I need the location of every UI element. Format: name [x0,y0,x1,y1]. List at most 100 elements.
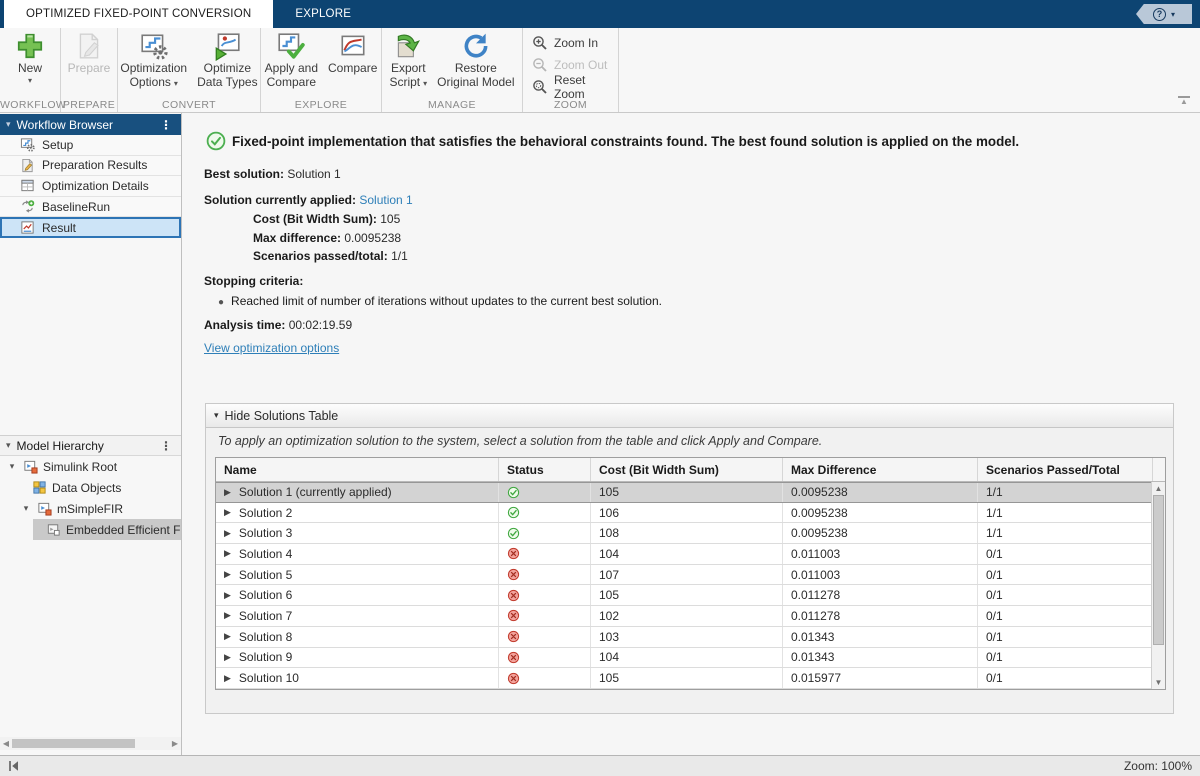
hide-solutions-table-toggle[interactable]: ▾ Hide Solutions Table [206,404,1173,428]
table-row-solution-7[interactable]: ▶Solution 71020.0112780/1 [216,606,1165,627]
zoom-out-icon [532,57,548,73]
column-header-status[interactable]: Status [499,458,591,481]
tree-node-embedded-efficient-fil[interactable]: Embedded Efficient Fil [0,519,181,540]
expander-icon[interactable]: ▾ [6,461,18,472]
node-label: Embedded Efficient Fil [66,523,181,537]
view-optimization-options-link[interactable]: View optimization options [204,341,339,355]
compare-button[interactable]: Compare [324,28,381,75]
scroll-left-icon[interactable]: ◀ [0,739,12,748]
table-vertical-scrollbar[interactable]: ▲ ▼ [1151,482,1165,689]
table-row-solution-1-currently-applied-[interactable]: ▶Solution 1 (currently applied)1050.0095… [216,482,1165,503]
kebab-menu-icon[interactable]: ⋮ [157,118,175,132]
table-row-solution-9[interactable]: ▶Solution 91040.013430/1 [216,648,1165,669]
sidebar-item-setup[interactable]: Setup [0,135,181,156]
solution-name: Solution 2 [239,506,292,520]
optimization-options-button[interactable]: OptimizationOptions▾ [116,28,191,91]
collapse-sidebar-icon[interactable] [8,760,20,772]
sidebar-horizontal-scrollbar[interactable]: ◀ ▶ [0,737,181,750]
table-row-solution-4[interactable]: ▶Solution 41040.0110030/1 [216,544,1165,565]
expander-icon[interactable]: ▶ [224,590,231,601]
solution-name: Solution 3 [239,526,292,540]
max-difference-cell: 0.0095238 [791,485,848,499]
reset-zoom-button[interactable]: Reset Zoom [526,76,615,98]
table-row-solution-10[interactable]: ▶Solution 101050.0159770/1 [216,668,1165,689]
column-header-max-difference[interactable]: Max Difference [783,458,978,481]
chevron-down-icon: ▾ [214,410,219,421]
expander-icon[interactable]: ▶ [224,631,231,642]
zoom-in-button[interactable]: Zoom In [526,32,615,54]
sidebar-item-result[interactable]: Result [0,217,181,238]
table-row-solution-3[interactable]: ▶Solution 31080.00952381/1 [216,523,1165,544]
collapse-ribbon-button[interactable]: ▲ [1178,96,1190,105]
table-row-solution-2[interactable]: ▶Solution 21060.00952381/1 [216,503,1165,524]
expander-icon[interactable]: ▶ [224,548,231,559]
expander-icon[interactable]: ▾ [20,503,32,514]
scroll-up-icon[interactable]: ▲ [1152,484,1165,493]
solutions-table: NameStatusCost (Bit Width Sum)Max Differ… [215,457,1166,690]
table-row-solution-6[interactable]: ▶Solution 61050.0112780/1 [216,585,1165,606]
data-objects-icon [32,480,47,495]
export-script-button[interactable]: ExportScript▾ [385,28,431,91]
kebab-menu-icon[interactable]: ⋮ [157,439,175,453]
scroll-right-icon[interactable]: ▶ [169,739,181,748]
maxdiff-value: 0.0095238 [344,231,401,245]
sidebar-item-baselinerun[interactable]: BaselineRun [0,197,181,218]
bullet-icon: ● [218,297,224,308]
item-label: Preparation Results [42,158,147,172]
table-row-solution-8[interactable]: ▶Solution 81030.013430/1 [216,627,1165,648]
column-header-name[interactable]: Name [216,458,499,481]
cost-cell: 105 [599,588,619,602]
expander-icon[interactable]: ▶ [224,507,231,518]
workflow-browser-title: Workflow Browser [17,118,151,132]
expander-icon[interactable]: ▶ [224,610,231,621]
chevron-down-icon: ▾ [28,76,32,85]
scroll-down-icon[interactable]: ▼ [1152,678,1165,687]
tab-optimized-fixed-point-conversion[interactable]: OPTIMIZED FIXED-POINT CONVERSION [4,0,273,28]
solutions-instruction: To apply an optimization solution to the… [218,434,822,448]
expander-icon[interactable]: ▶ [224,673,231,684]
solution-name: Solution 8 [239,630,292,644]
scenarios-line: Scenarios passed/total: 1/1 [253,249,408,263]
tab-explore[interactable]: EXPLORE [273,0,373,28]
new-button[interactable]: New▾ [11,28,49,85]
scrollbar-thumb[interactable] [1153,495,1164,645]
button-label: Restore [455,61,497,75]
button-label: Reset Zoom [554,73,609,101]
fail-icon [507,568,520,581]
optimize-data-types-button[interactable]: OptimizeData Types [193,28,261,89]
apply-and-compare-button[interactable]: Apply andCompare [261,28,322,89]
sidebar-item-preparation-results[interactable]: Preparation Results [0,156,181,177]
column-header-cost-bit-width-sum-[interactable]: Cost (Bit Width Sum) [591,458,783,481]
expander-icon[interactable]: ▶ [224,652,231,663]
applied-solution-link[interactable]: Solution 1 [359,193,412,207]
table-row-solution-5[interactable]: ▶Solution 51070.0110030/1 [216,565,1165,586]
column-header-scenarios-passed-total[interactable]: Scenarios Passed/Total [978,458,1153,481]
expander-icon[interactable]: ▶ [224,528,231,539]
status-bar: Zoom: 100% [0,755,1200,776]
tree-node-simulink-root[interactable]: ▾ Simulink Root [0,456,181,477]
group-label: PREPARE [61,99,117,111]
tree-node-data-objects[interactable]: Data Objects [0,477,181,498]
chevron-down-icon: ▾ [174,77,178,91]
cost-cell: 105 [599,671,619,685]
result-icon [20,220,35,235]
scrollbar-thumb[interactable] [12,739,135,748]
prepare-button[interactable]: Prepare [64,28,115,75]
help-button[interactable]: ? ▾ [1136,4,1192,24]
node-label: Simulink Root [43,460,117,474]
toolstrip: New▾WORKFLOWPreparePREPAREOptimizationOp… [0,28,1200,113]
scenarios-cell: 0/1 [986,650,1003,664]
preparation-results-icon [20,158,35,173]
workflow-browser-header[interactable]: ▾ Workflow Browser ⋮ [0,114,181,135]
expander-icon[interactable]: ▶ [224,569,231,580]
model-hierarchy-header[interactable]: ▾ Model Hierarchy ⋮ [0,435,181,456]
restore-original-model-button[interactable]: RestoreOriginal Model [433,28,518,89]
sidebar-item-optimization-details[interactable]: Optimization Details [0,176,181,197]
stopping-criteria-bullet: ●Reached limit of number of iterations w… [218,294,662,308]
solutions-table-body: ▶Solution 1 (currently applied)1050.0095… [216,482,1165,689]
expander-icon[interactable]: ▶ [224,487,231,498]
cost-label: Cost (Bit Width Sum): [253,212,377,226]
tree-node-msimplefir[interactable]: ▾mSimpleFIR [0,498,181,519]
max-difference-cell: 0.011278 [791,609,840,623]
fail-icon [507,651,520,664]
